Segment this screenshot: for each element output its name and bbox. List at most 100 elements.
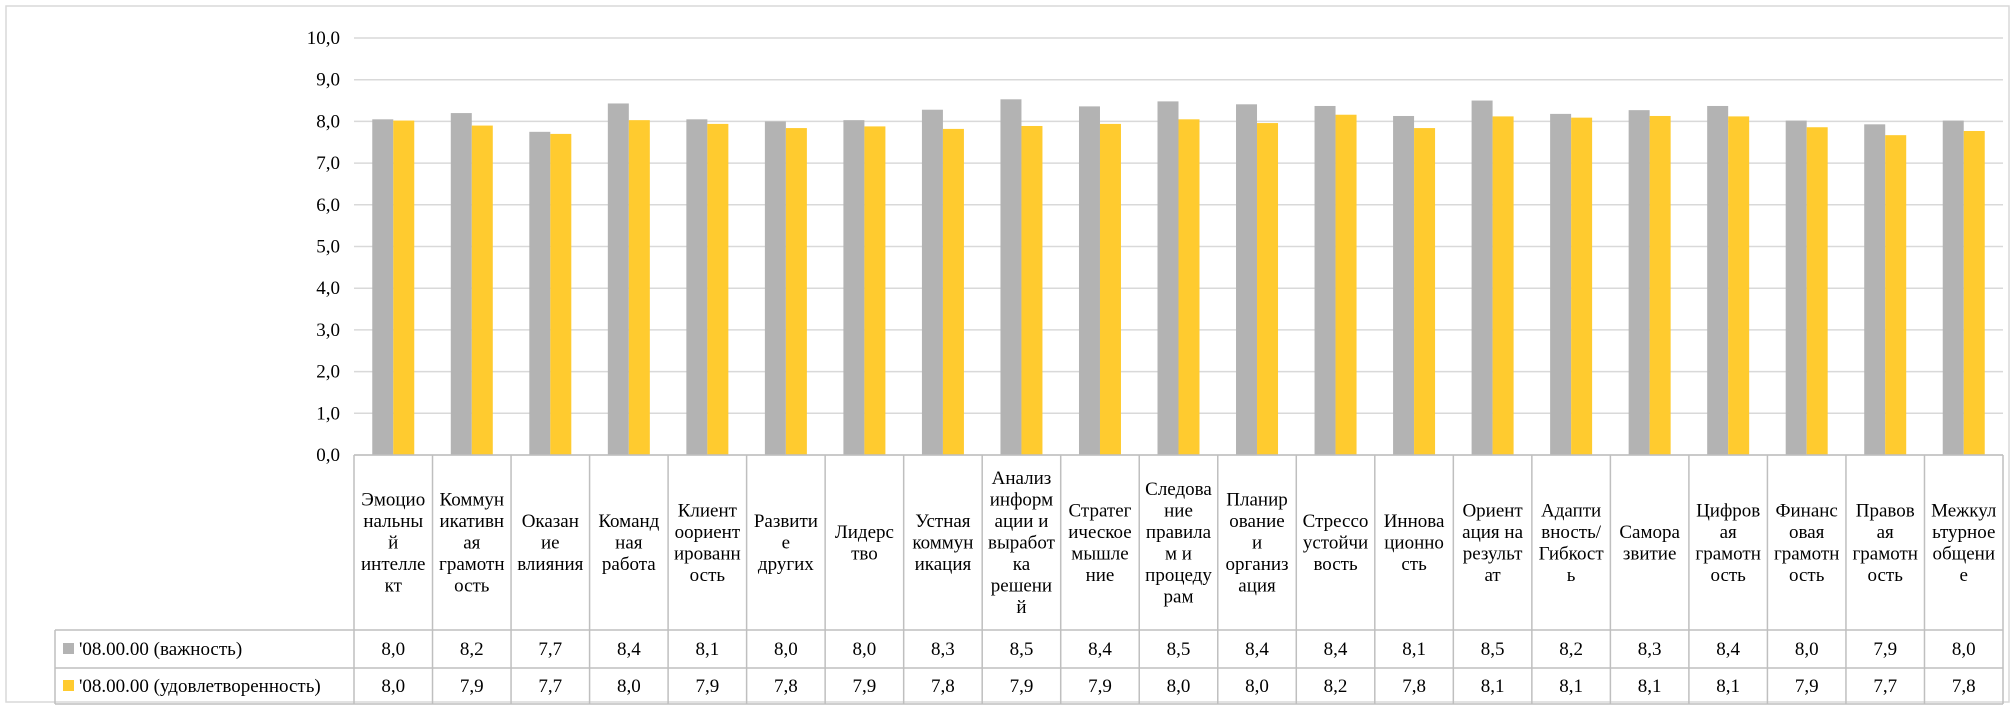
category-label-line: ации и	[995, 511, 1049, 532]
bar-importance	[843, 120, 865, 456]
category-label-line: и	[1252, 533, 1262, 554]
category-label-line: Коммун	[439, 490, 504, 511]
category-label-line: ая	[463, 533, 480, 554]
y-tick-label: 7,0	[316, 153, 340, 174]
category-label-line: вность/	[1541, 522, 1602, 543]
category-label-line: результ	[1463, 543, 1523, 564]
data-label: 7,8	[931, 676, 955, 697]
category-label-line: Клиент	[678, 500, 738, 521]
bar-satisfaction	[550, 133, 572, 455]
data-label: 8,1	[1638, 676, 1662, 697]
category-label-line: ация	[1238, 576, 1276, 597]
category-label-line: грамотн	[439, 554, 504, 575]
category-label-line: Анализ	[992, 468, 1052, 489]
bar-importance	[1550, 113, 1572, 456]
data-label: 8,0	[1795, 639, 1819, 660]
category-label-line: икация	[915, 554, 972, 575]
data-label: 8,3	[1638, 639, 1662, 660]
category-label-line: Правов	[1856, 500, 1915, 521]
bar-satisfaction	[864, 126, 886, 456]
bar-satisfaction	[1728, 116, 1750, 456]
category-label-line: Межкул	[1931, 500, 1997, 521]
bar-satisfaction	[707, 123, 729, 455]
bar-importance	[372, 119, 394, 455]
data-label: 7,9	[695, 676, 719, 697]
data-label: 8,0	[1245, 676, 1269, 697]
category-label-line: Цифров	[1696, 500, 1760, 521]
legend-label: '08.00.00 (важность)	[79, 639, 242, 660]
category-label-line: грамотн	[1774, 543, 1839, 564]
category-label-line: выработ	[988, 533, 1056, 554]
category-label-line: ость	[1868, 565, 1904, 586]
bar-importance	[1942, 120, 1964, 455]
category-label-line: вость	[1313, 554, 1358, 575]
bar-satisfaction	[1335, 114, 1357, 455]
category-label-line: ние	[1164, 500, 1193, 521]
category-label-line: е	[782, 533, 790, 554]
category-label-line: мышле	[1071, 543, 1128, 564]
category-label-line: ование	[1229, 511, 1284, 532]
category-label-line: оориент	[675, 522, 741, 543]
data-label: 7,9	[1795, 676, 1819, 697]
category-label-line: ированн	[674, 543, 741, 564]
data-label: 7,9	[460, 676, 484, 697]
bar-importance	[1078, 106, 1100, 455]
data-label: 7,8	[1402, 676, 1426, 697]
bar-importance	[1864, 124, 1886, 455]
category-label-line: Планир	[1226, 490, 1287, 511]
category-label-line: работа	[602, 554, 656, 575]
category-label-line: ость	[1789, 565, 1825, 586]
data-label: 7,9	[1873, 639, 1897, 660]
category-label-line: ая	[1720, 522, 1737, 543]
y-tick-label: 1,0	[316, 403, 340, 424]
category-label-line: й	[1016, 597, 1026, 618]
category-label-line: решени	[991, 576, 1052, 597]
bar-importance	[1628, 110, 1650, 456]
data-label: 8,0	[1952, 639, 1976, 660]
category-label-line: Следова	[1145, 479, 1212, 500]
category-label-line: Эмоцио	[361, 490, 425, 511]
legend-label: '08.00.00 (удовлетворенность)	[79, 676, 321, 697]
bar-satisfaction	[1492, 116, 1514, 456]
category-label-line: Финанс	[1775, 500, 1837, 521]
y-tick-label: 2,0	[316, 362, 340, 383]
category-label-line: ьтурное	[1932, 522, 1995, 543]
category-label-line: й	[388, 533, 398, 554]
y-tick-label: 5,0	[316, 237, 340, 258]
bar-satisfaction	[1649, 115, 1671, 455]
category-label-line: ат	[1484, 565, 1501, 586]
bar-importance	[450, 113, 472, 455]
bar-importance	[1157, 101, 1179, 455]
data-label: 8,1	[1716, 676, 1740, 697]
category-label-line: ная	[615, 533, 643, 554]
category-label-line: Развити	[754, 511, 818, 532]
bar-importance	[1393, 115, 1415, 455]
category-label-line: ость	[1710, 565, 1746, 586]
data-label: 7,7	[1873, 676, 1897, 697]
data-label: 7,9	[1010, 676, 1034, 697]
category-label-line: Команд	[598, 511, 659, 532]
category-label-line: Самора	[1619, 522, 1680, 543]
y-tick-label: 6,0	[316, 195, 340, 216]
data-label: 8,2	[460, 639, 484, 660]
category-label-line: коммун	[912, 533, 973, 554]
data-label: 8,4	[1716, 639, 1740, 660]
y-tick-label: 4,0	[316, 278, 340, 299]
category-label-line: нальны	[363, 511, 423, 532]
category-label-line: устойчи	[1303, 533, 1368, 554]
category-label-line: икативн	[439, 511, 504, 532]
bar-satisfaction	[1099, 123, 1121, 455]
bar-importance	[529, 131, 551, 455]
category-label-line: звитие	[1623, 543, 1677, 564]
data-label: 8,5	[1010, 639, 1034, 660]
bar-importance	[1785, 120, 1807, 455]
